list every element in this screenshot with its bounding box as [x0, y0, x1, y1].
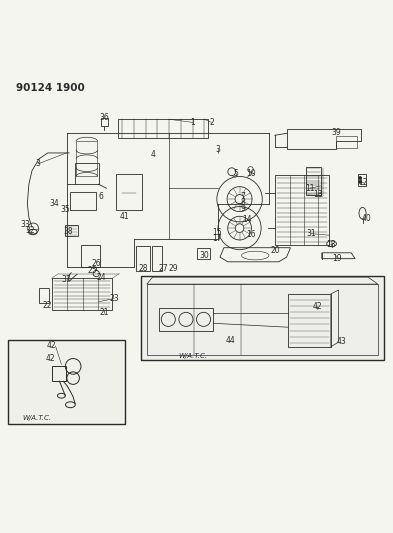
Text: 32: 32 — [25, 227, 35, 236]
Text: 18: 18 — [326, 240, 336, 249]
Bar — [70, 192, 96, 209]
Bar — [275, 175, 329, 245]
Text: 34: 34 — [50, 199, 60, 208]
Text: 33: 33 — [20, 220, 30, 229]
Text: 13: 13 — [313, 190, 323, 199]
Text: 9: 9 — [240, 204, 245, 213]
Bar — [116, 174, 141, 209]
Bar — [196, 248, 210, 259]
Text: 3: 3 — [35, 159, 40, 168]
Text: 3: 3 — [216, 144, 220, 154]
Text: 38: 38 — [63, 227, 73, 236]
Text: 31: 31 — [307, 229, 316, 238]
Text: 44: 44 — [226, 336, 235, 345]
Text: 37: 37 — [62, 274, 72, 284]
Bar — [358, 174, 365, 186]
Circle shape — [359, 177, 362, 179]
Text: 7: 7 — [240, 192, 245, 201]
Text: 30: 30 — [200, 252, 209, 261]
Bar — [81, 245, 100, 266]
Text: W/A.T.C.: W/A.T.C. — [178, 353, 207, 359]
Text: 12: 12 — [358, 178, 368, 187]
Bar — [288, 294, 331, 347]
Text: 28: 28 — [139, 264, 149, 273]
Text: 35: 35 — [61, 205, 70, 214]
Text: 29: 29 — [168, 264, 178, 273]
Text: 4: 4 — [151, 150, 156, 159]
Text: 41: 41 — [119, 212, 129, 221]
Bar — [64, 225, 78, 236]
Bar — [147, 284, 378, 354]
Text: 27: 27 — [158, 264, 168, 273]
Text: 5: 5 — [233, 169, 238, 178]
Text: 2: 2 — [209, 118, 214, 127]
Text: 19: 19 — [332, 254, 342, 263]
Text: W/A.T.C.: W/A.T.C. — [22, 415, 51, 422]
Text: 8: 8 — [241, 198, 245, 207]
Text: 24: 24 — [97, 273, 107, 282]
Text: 43: 43 — [336, 337, 346, 346]
Bar — [336, 136, 357, 148]
Text: 6: 6 — [98, 191, 103, 200]
Circle shape — [359, 181, 362, 183]
Bar — [101, 118, 108, 125]
Text: 20: 20 — [270, 246, 280, 255]
Text: 23: 23 — [109, 294, 119, 303]
Bar — [76, 141, 97, 176]
Text: 40: 40 — [361, 214, 371, 223]
Text: 21: 21 — [100, 308, 109, 317]
Bar — [136, 246, 149, 271]
Text: 42: 42 — [46, 354, 56, 364]
Bar — [152, 246, 162, 271]
Text: 14: 14 — [242, 215, 252, 224]
Bar — [118, 119, 208, 138]
Text: 17: 17 — [213, 234, 222, 243]
Bar — [51, 278, 112, 310]
Bar — [158, 308, 213, 331]
Text: 39: 39 — [332, 128, 342, 136]
Text: 16: 16 — [246, 230, 256, 239]
Text: 90124 1900: 90124 1900 — [17, 83, 85, 93]
Text: 42: 42 — [312, 302, 322, 311]
Text: 26: 26 — [92, 259, 101, 268]
Bar — [306, 167, 321, 195]
Text: 10: 10 — [246, 169, 256, 178]
Bar — [75, 163, 99, 184]
Text: 42: 42 — [47, 341, 57, 350]
Text: 25: 25 — [87, 266, 97, 275]
Bar — [141, 276, 384, 360]
Text: 1: 1 — [190, 118, 195, 127]
Text: 36: 36 — [99, 113, 109, 122]
Bar — [51, 366, 66, 381]
Bar — [39, 288, 49, 303]
Text: 22: 22 — [42, 301, 51, 310]
Text: 15: 15 — [213, 228, 222, 237]
Bar — [8, 340, 125, 424]
Text: 11: 11 — [305, 184, 315, 192]
